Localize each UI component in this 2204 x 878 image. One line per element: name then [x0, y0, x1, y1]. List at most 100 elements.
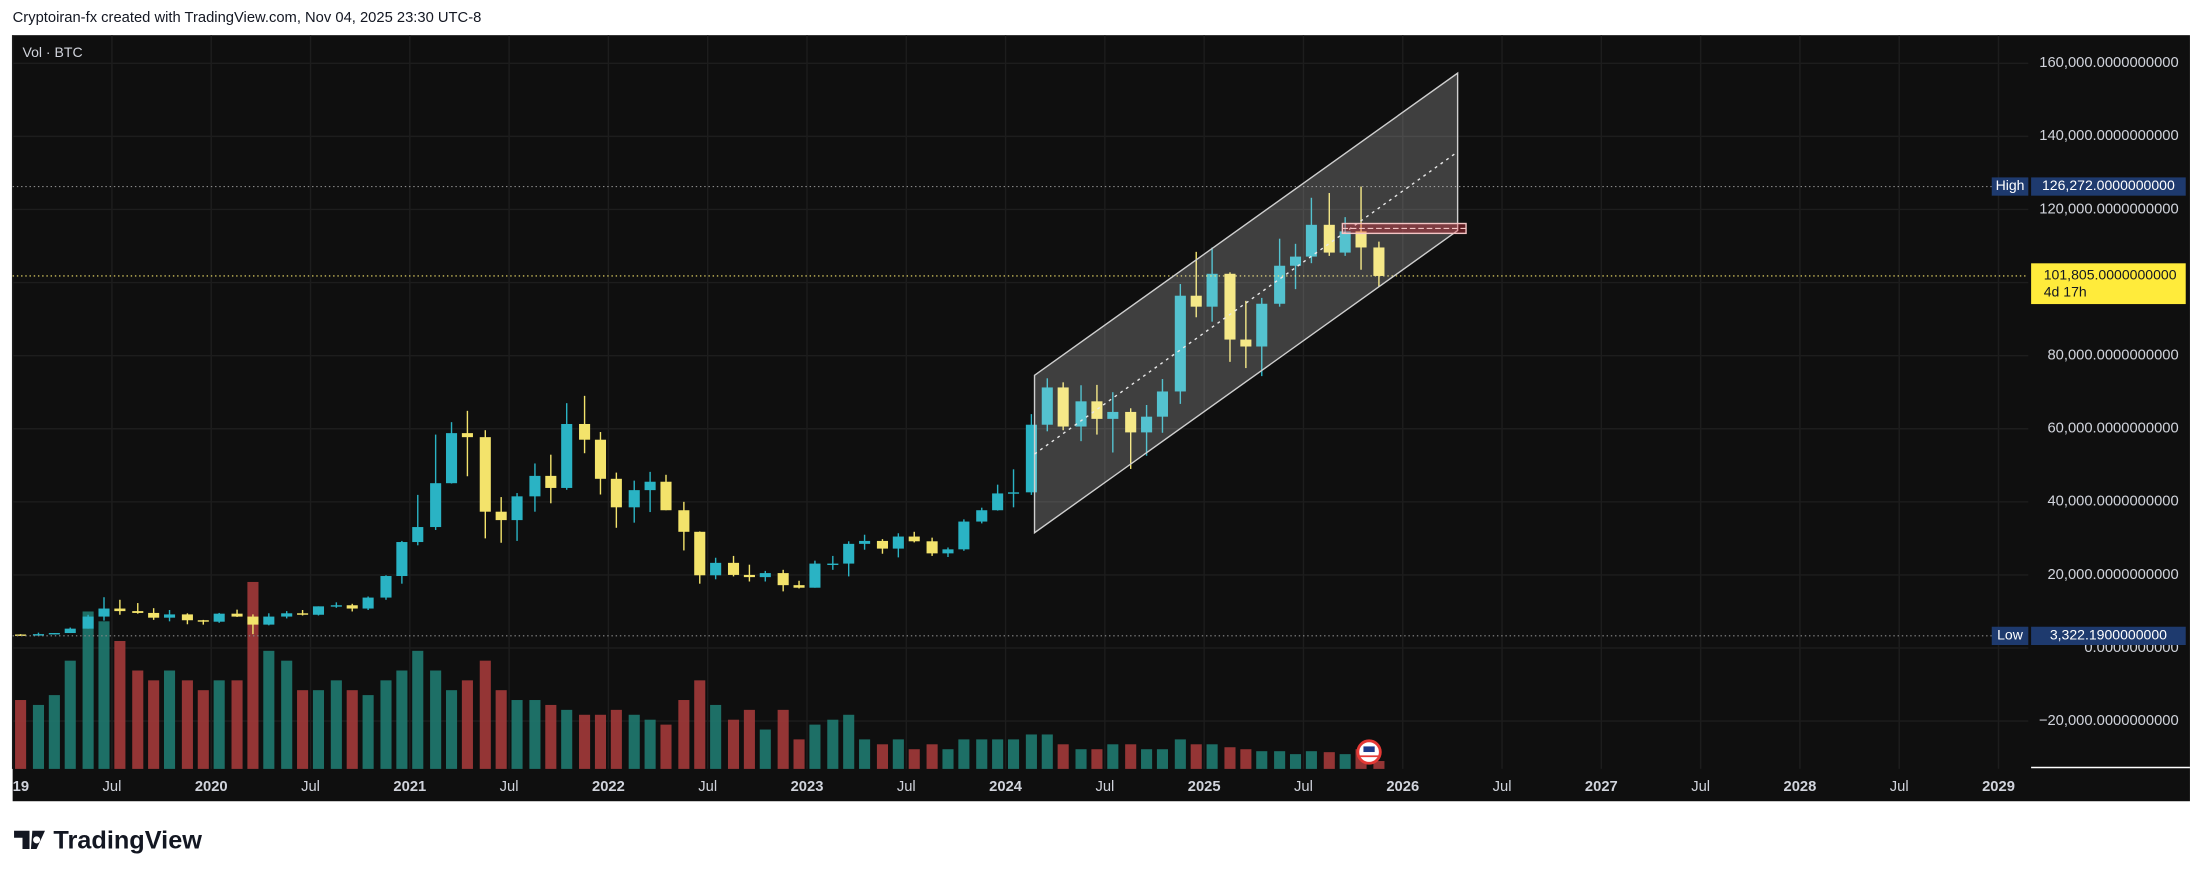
- x-tick-label: 2025: [1188, 779, 1221, 795]
- volume-bar: [1125, 744, 1137, 769]
- candle-body: [1373, 247, 1385, 276]
- volume-bar: [1057, 744, 1069, 769]
- volume-bar: [678, 700, 690, 769]
- volume-bar: [396, 670, 408, 769]
- candle-body: [1305, 224, 1317, 257]
- volume-bar: [759, 729, 771, 769]
- candle-body: [892, 536, 904, 549]
- price-tag-name: High: [1996, 177, 2025, 193]
- last-price-bg: [2031, 263, 2186, 305]
- volume-bar: [1240, 749, 1252, 769]
- candle-body: [1025, 424, 1037, 493]
- candle-body: [793, 585, 805, 588]
- candle-body: [98, 608, 110, 617]
- volume-bar: [98, 621, 110, 769]
- volume-bar: [644, 719, 656, 769]
- volume-bar: [362, 695, 374, 769]
- candle-body: [64, 628, 76, 634]
- candle-body: [1323, 224, 1335, 253]
- volume-bar: [1274, 751, 1286, 769]
- volume-bar: [529, 700, 541, 769]
- volume-bar: [1224, 747, 1236, 769]
- candle-body: [461, 433, 473, 438]
- volume-bar: [445, 690, 458, 769]
- x-tick-label: Jul: [301, 779, 320, 795]
- volume-bar: [231, 680, 243, 769]
- y-tick-label: 120,000.0000000000: [2039, 201, 2178, 217]
- x-tick-label: 2020: [195, 779, 228, 795]
- x-tick-label: Jul: [897, 779, 916, 795]
- volume-bar: [461, 680, 473, 769]
- candle-body: [694, 531, 706, 576]
- candle-body: [529, 475, 541, 497]
- candle-body: [82, 616, 94, 629]
- price-labels: −20,000.00000000000.000000000020,000.000…: [13, 55, 2186, 795]
- parallel-channel[interactable]: [1033, 71, 1459, 535]
- price-tag-name-bg: [1991, 626, 2029, 646]
- candle-body: [908, 536, 920, 542]
- volume-bar: [132, 670, 144, 769]
- x-tick-label: 2029: [1982, 779, 2015, 795]
- volume-bar: [926, 744, 938, 769]
- candle-body: [759, 573, 771, 578]
- volume-bar: [247, 581, 259, 769]
- candle-body: [660, 481, 672, 511]
- candle-body: [545, 475, 557, 488]
- channel-midline: [1034, 151, 1459, 455]
- candle-body: [777, 573, 789, 586]
- candle-body: [579, 423, 591, 440]
- x-tick-label: 2022: [592, 779, 625, 795]
- candle-body: [1339, 231, 1351, 253]
- candle-body: [942, 549, 954, 554]
- y-tick-label: −20,000.0000000000: [2039, 713, 2179, 729]
- x-tick-label: 2021: [393, 779, 426, 795]
- candle-body: [1190, 295, 1202, 307]
- flag-canton: [1363, 746, 1375, 753]
- volume-bar: [1174, 739, 1186, 769]
- x-tick-label: Jul: [1095, 779, 1114, 795]
- price-tag-bg: [2031, 626, 2186, 646]
- candle-body: [1041, 387, 1053, 425]
- candle-body: [495, 511, 507, 521]
- candle-body: [231, 613, 243, 617]
- event-flag[interactable]: [1356, 739, 1382, 765]
- volume-bar: [197, 690, 209, 769]
- volume-bar: [777, 709, 789, 769]
- volume-bar: [1289, 754, 1302, 769]
- candle-body: [743, 574, 755, 578]
- price-tag-name-bg: [1991, 177, 2029, 196]
- volume-bar: [727, 719, 740, 769]
- volume-bar: [148, 680, 160, 769]
- candle-body: [843, 543, 855, 564]
- volume-bar: [908, 749, 920, 769]
- candle-body: [1075, 401, 1087, 427]
- candle-body: [380, 576, 392, 598]
- volume-bar: [1339, 754, 1351, 769]
- volume-bar: [579, 714, 591, 769]
- volume-bar: [1305, 751, 1317, 769]
- volume-bar: [297, 690, 309, 769]
- x-tick-label: 2028: [1784, 779, 1817, 795]
- candle-body: [1274, 265, 1286, 304]
- volume-bar: [495, 690, 507, 769]
- candle-body: [412, 527, 424, 543]
- volume-bar: [1141, 749, 1153, 769]
- y-tick-label: 20,000.0000000000: [2047, 567, 2178, 583]
- candle-body: [1091, 401, 1103, 419]
- last-price-value: 101,805.0000000000: [2044, 267, 2177, 283]
- x-tick-label: Jul: [1890, 779, 1909, 795]
- volume-bar: [958, 739, 970, 769]
- x-tick-label: 19: [13, 779, 29, 795]
- candle-body: [628, 490, 640, 508]
- volume-bar: [412, 650, 424, 769]
- candle-body: [710, 562, 722, 576]
- volume-bar: [48, 695, 60, 769]
- volume-bar: [82, 611, 94, 769]
- candle-body: [644, 481, 656, 491]
- volume-bar: [479, 660, 491, 769]
- x-tick-label: 2026: [1386, 779, 1419, 795]
- last-price-countdown: 4d 17h: [2044, 284, 2087, 300]
- candle-body: [346, 605, 358, 609]
